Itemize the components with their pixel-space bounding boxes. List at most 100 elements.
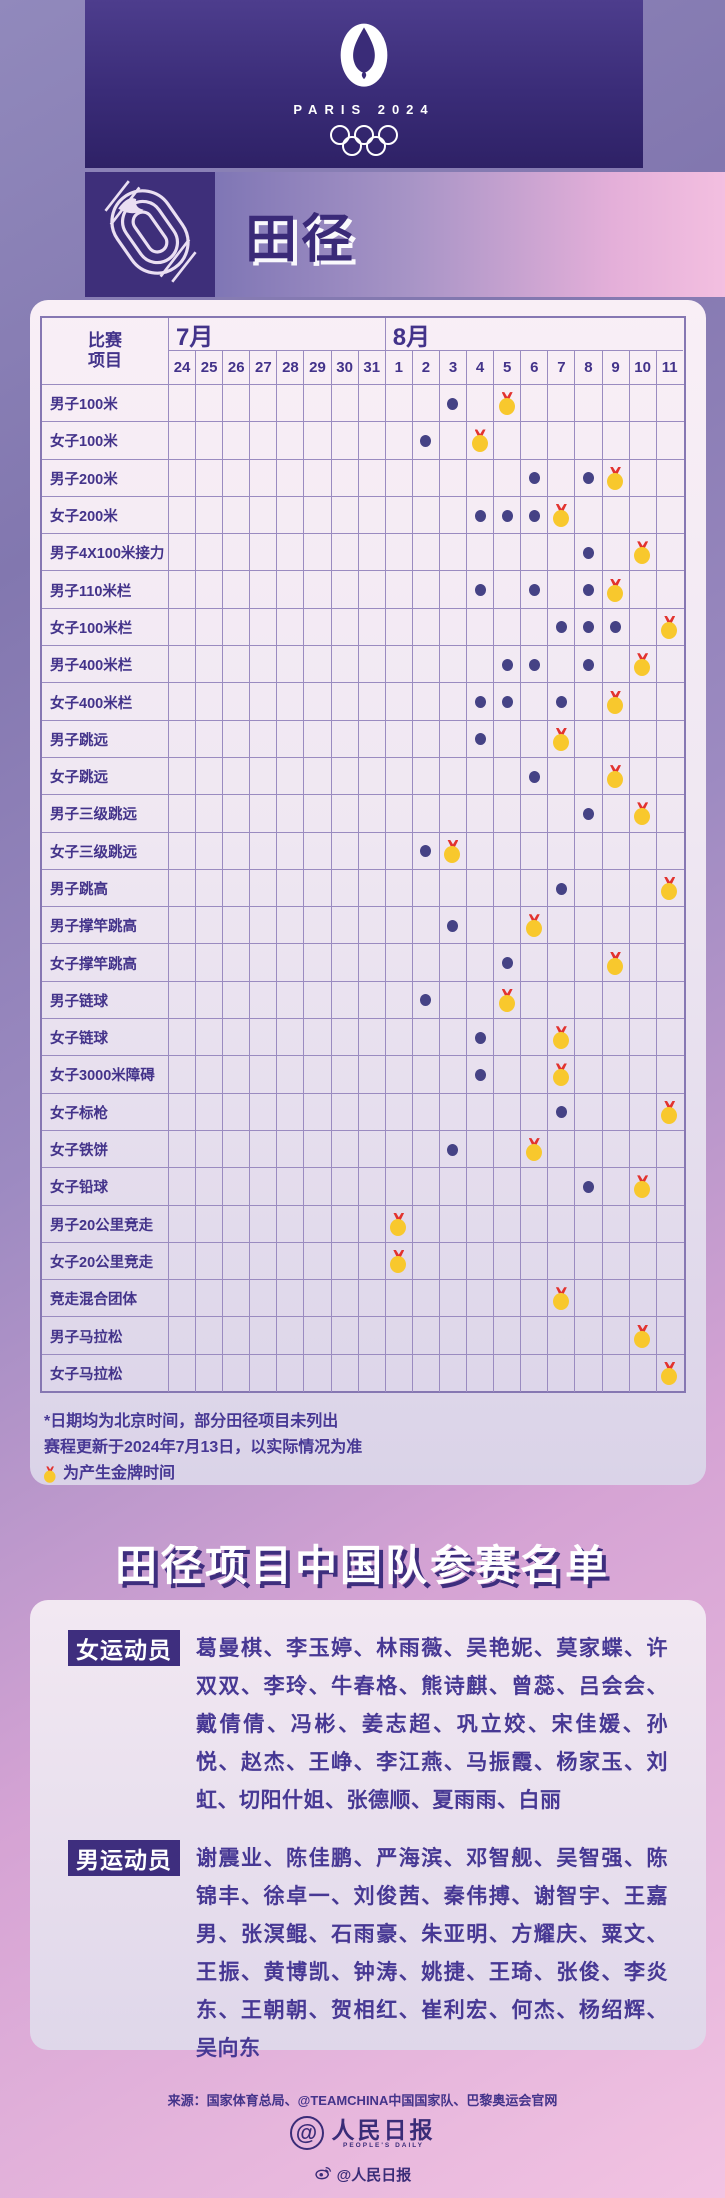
event-row: 男子110米栏 [42, 570, 684, 609]
schedule-cell [574, 1280, 601, 1318]
schedule-cell [384, 1168, 412, 1206]
olympic-rings-icon [326, 123, 402, 164]
schedule-cell [655, 496, 683, 535]
gold-medal-icon [552, 504, 570, 528]
schedule-cell [222, 720, 249, 758]
event-day-dot [555, 1106, 567, 1119]
event-name: 女子3000米障碍 [50, 1068, 155, 1085]
schedule-cell [601, 496, 629, 535]
schedule-cell [520, 869, 547, 908]
schedule-cell [466, 869, 493, 908]
schedule-cell [330, 757, 358, 796]
schedule-cell [493, 1317, 520, 1355]
schedule-cell [547, 832, 574, 870]
event-row: 女子400米栏 [42, 682, 684, 721]
schedule-cell [466, 1205, 493, 1243]
schedule-cell [249, 1019, 276, 1057]
schedule-cell [466, 907, 493, 945]
schedule-cell [249, 496, 276, 535]
schedule-cell [547, 459, 574, 497]
schedule-cell [628, 646, 656, 684]
schedule-cell [655, 646, 683, 684]
event-row: 竞走混合团体 [42, 1279, 684, 1318]
schedule-cell [628, 832, 656, 870]
event-name: 男子100米 [50, 397, 118, 414]
schedule-cell [493, 1205, 520, 1243]
schedule-cell [330, 944, 358, 982]
female-athletes-badge: 女运动员 [68, 1630, 180, 1666]
day-header: 25 [195, 351, 222, 384]
gold-medal-icon [661, 615, 678, 639]
schedule-cell [628, 571, 656, 609]
schedule-cell [574, 981, 601, 1020]
schedule-cell [655, 1205, 683, 1243]
schedule-cell [655, 1056, 683, 1094]
schedule-cell [411, 646, 439, 684]
day-header: 5 [493, 351, 520, 384]
event-row: 女子链球 [42, 1018, 684, 1057]
schedule-cell [520, 1056, 547, 1094]
event-name: 女子铅球 [50, 1180, 108, 1197]
event-row: 男子4X100米接力 [42, 533, 684, 572]
schedule-cell [466, 1056, 493, 1094]
schedule-cell [574, 1093, 601, 1131]
day-header: 26 [222, 351, 249, 384]
schedule-cell [195, 683, 222, 721]
event-row: 女子三级跳远 [42, 831, 684, 870]
schedule-cell [493, 534, 520, 572]
schedule-cell [330, 1317, 358, 1355]
schedule-cell [411, 1093, 439, 1131]
schedule-cell [493, 1168, 520, 1206]
schedule-cell [222, 683, 249, 721]
schedule-cell [195, 1205, 222, 1243]
schedule-cell [249, 981, 276, 1020]
schedule-cell [601, 608, 629, 647]
schedule-cell [195, 981, 222, 1020]
schedule-cell [222, 1205, 249, 1243]
schedule-cell [168, 1354, 195, 1393]
day-header: 27 [249, 351, 276, 384]
day-header: 10 [628, 351, 656, 384]
schedule-cell [195, 1168, 222, 1206]
gold-medal-icon [607, 466, 624, 490]
schedule-cell [574, 757, 601, 796]
event-day-dot [555, 696, 567, 709]
schedule-cell [384, 571, 412, 609]
schedule-cell [330, 720, 358, 758]
schedule-cell [628, 1019, 656, 1057]
schedule-cell [574, 720, 601, 758]
schedule-cell [195, 907, 222, 945]
event-name: 男子跳高 [50, 882, 108, 898]
schedule-cell [222, 459, 249, 497]
schedule-cell [655, 1280, 683, 1318]
schedule-cell [195, 608, 222, 647]
schedule-cell [303, 907, 330, 945]
event-name: 女子400米栏 [50, 695, 133, 712]
schedule-cell [330, 1354, 358, 1393]
event-row: 女子马拉松 [42, 1353, 684, 1393]
schedule-cell [222, 1168, 249, 1206]
schedule-cell [384, 1205, 412, 1243]
schedule-cell [466, 832, 493, 870]
schedule-cell [195, 720, 222, 758]
schedule-cell [357, 944, 385, 982]
schedule-cell [628, 795, 656, 833]
schedule-cell [222, 1130, 249, 1169]
schedule-cell [330, 1280, 358, 1318]
schedule-card: 比赛 项目 7月 8月 24 25 26 27 28 29 30 31 1 2 3 4 5 6 7 8 9 10 1… [30, 300, 706, 1485]
running-track-icon [97, 179, 203, 290]
schedule-cell [303, 459, 330, 497]
schedule-cell [466, 1317, 493, 1355]
day-header: 9 [601, 351, 629, 384]
event-day-dot [474, 696, 486, 709]
schedule-cell [411, 459, 439, 497]
schedule-cell [601, 832, 629, 870]
schedule-cell [628, 981, 656, 1020]
schedule-cell [330, 1019, 358, 1057]
schedule-cell [168, 422, 195, 460]
schedule-cell [628, 534, 656, 572]
schedule-cell [222, 981, 249, 1020]
schedule-cell [493, 907, 520, 945]
schedule-cell [249, 1130, 276, 1169]
schedule-cell [384, 1354, 412, 1393]
